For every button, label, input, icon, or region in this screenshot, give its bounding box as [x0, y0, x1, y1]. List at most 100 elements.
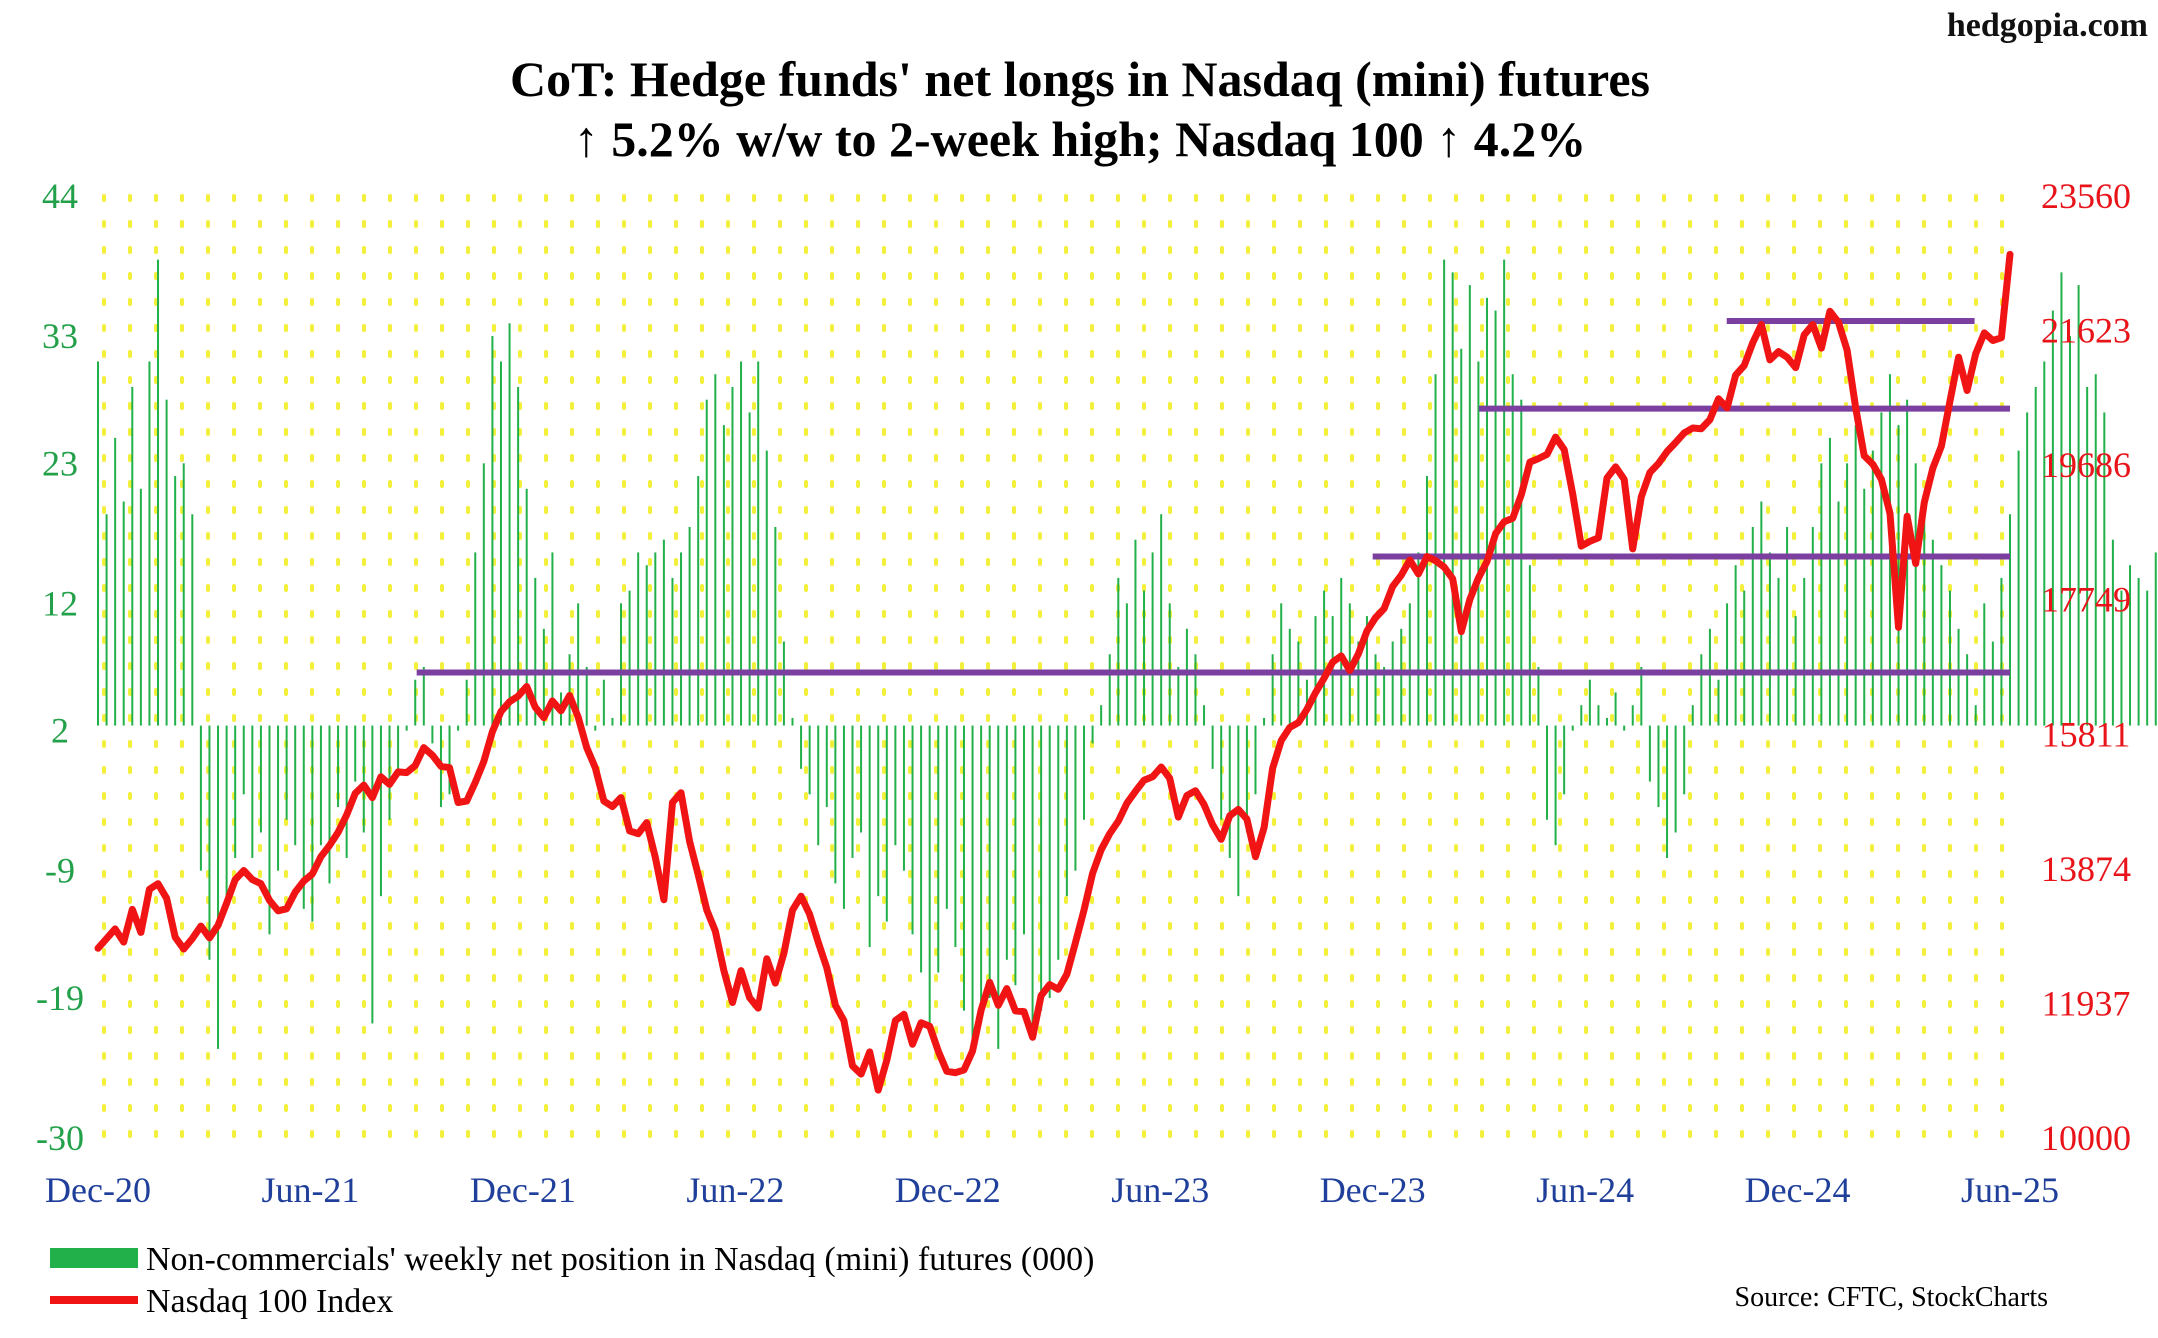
net-position-bar	[1125, 603, 1128, 726]
net-position-bar	[242, 725, 245, 795]
net-position-bar	[1074, 725, 1077, 871]
net-position-bar	[2154, 552, 2157, 726]
net-position-bar	[1443, 259, 1446, 726]
net-position-bar	[294, 725, 297, 846]
net-position-bar	[1503, 259, 1506, 726]
net-position-bar	[1957, 628, 1960, 726]
net-position-bar	[782, 641, 785, 726]
net-position-bar	[165, 399, 168, 726]
net-position-bar	[337, 725, 340, 808]
net-position-bar	[705, 399, 708, 726]
net-position-bar	[354, 725, 357, 782]
net-position-bar	[842, 725, 845, 909]
net-position-bar	[2026, 412, 2029, 726]
net-position-bar	[1520, 399, 1523, 726]
net-position-bar	[1631, 705, 1634, 726]
left-axis-tick-label: -9	[45, 851, 75, 891]
net-position-bar	[259, 725, 262, 833]
net-position-bar	[1734, 565, 1737, 726]
net-position-bar	[1185, 628, 1188, 726]
net-position-bar	[1948, 590, 1951, 726]
net-position-bar	[1220, 725, 1223, 820]
x-axis-tick-label: Dec-20	[45, 1170, 151, 1210]
net-position-bar	[1100, 705, 1103, 726]
net-position-bar	[534, 577, 537, 726]
net-position-bar	[877, 725, 880, 897]
net-position-bar	[1580, 705, 1583, 726]
net-position-bar	[148, 361, 151, 726]
net-position-bar	[457, 725, 460, 731]
net-position-bar	[2009, 514, 2011, 726]
net-position-bar	[1691, 705, 1694, 726]
net-position-bar	[628, 590, 631, 726]
right-axis-tick-label: 11937	[2042, 983, 2131, 1023]
net-position-bar	[825, 725, 828, 808]
net-position-bar	[911, 725, 914, 935]
net-position-bar	[1820, 463, 1823, 726]
net-position-bar	[894, 725, 897, 846]
net-position-bar	[1117, 577, 1120, 726]
net-position-bar	[714, 374, 717, 726]
net-position-bar	[277, 725, 280, 871]
chart-title-line-2: ↑ 5.2% w/w to 2-week high; Nasdaq 100 ↑ …	[574, 111, 1587, 167]
net-position-bar	[1837, 501, 1840, 726]
net-position-bar	[1983, 603, 1986, 726]
left-axis-tick-label: 12	[42, 583, 78, 623]
net-position-bar	[1828, 437, 1831, 726]
net-position-bar	[1811, 526, 1814, 726]
left-axis-ticks: 44 33 23 12 2 -9 -19 -30	[36, 176, 84, 1158]
chart-title-line-1: CoT: Hedge funds' net longs in Nasdaq (m…	[510, 51, 1650, 107]
net-position-bar	[980, 725, 983, 1024]
net-position-bar	[1160, 514, 1163, 726]
net-position-bar	[1777, 577, 1780, 726]
net-position-bars	[97, 259, 2157, 1049]
net-position-bar	[122, 501, 125, 726]
net-position-bar	[1040, 725, 1043, 1011]
net-position-bar	[97, 361, 99, 726]
net-position-bar	[251, 725, 254, 858]
net-position-bar	[191, 514, 194, 726]
net-position-bar	[954, 725, 957, 948]
net-position-bar	[1974, 705, 1977, 726]
net-position-bar	[971, 725, 974, 1049]
x-axis-tick-label: Jun-24	[1536, 1170, 1634, 1210]
net-position-bar	[1434, 374, 1437, 726]
net-position-bar	[319, 725, 322, 846]
net-position-bar	[2086, 386, 2089, 726]
net-position-bar	[1674, 725, 1677, 833]
net-position-bar	[1108, 654, 1111, 726]
net-position-bar	[1940, 565, 1943, 726]
net-position-bar	[1083, 725, 1086, 820]
net-position-bar	[405, 725, 408, 731]
right-axis-tick-label: 15811	[2042, 714, 2131, 754]
right-axis-tick-label: 17749	[2041, 580, 2131, 620]
net-position-bar	[1648, 725, 1651, 782]
net-position-bar	[1717, 679, 1720, 726]
net-position-bar	[765, 450, 768, 726]
net-position-bar	[551, 552, 554, 726]
x-axis-tick-label: Jun-23	[1111, 1170, 1209, 1210]
right-axis-tick-label: 13874	[2041, 849, 2131, 889]
net-position-bar	[1623, 725, 1626, 731]
net-position-bar	[1863, 488, 1866, 726]
net-position-bar	[757, 361, 760, 726]
net-position-bar	[1022, 725, 1025, 935]
net-position-bar	[860, 725, 863, 833]
net-position-bar	[362, 725, 365, 833]
net-position-bar	[139, 488, 142, 726]
left-axis-tick-label: 2	[51, 711, 69, 751]
net-position-bar	[1417, 552, 1420, 726]
net-position-bar	[1786, 526, 1789, 726]
net-position-bar	[1854, 425, 1857, 726]
plot-area	[98, 196, 2010, 1138]
net-position-bar	[114, 437, 117, 726]
net-position-bar	[620, 603, 623, 726]
net-position-bar	[328, 725, 331, 884]
net-position-bar	[2137, 577, 2140, 726]
legend: Non-commercials' weekly net position in …	[50, 1241, 1094, 1320]
net-position-bar	[1597, 705, 1600, 726]
net-position-bar	[414, 679, 417, 726]
net-position-bar	[1374, 654, 1377, 726]
source-note: Source: CFTC, StockCharts	[1735, 1282, 2048, 1313]
net-position-bar	[928, 725, 931, 1024]
